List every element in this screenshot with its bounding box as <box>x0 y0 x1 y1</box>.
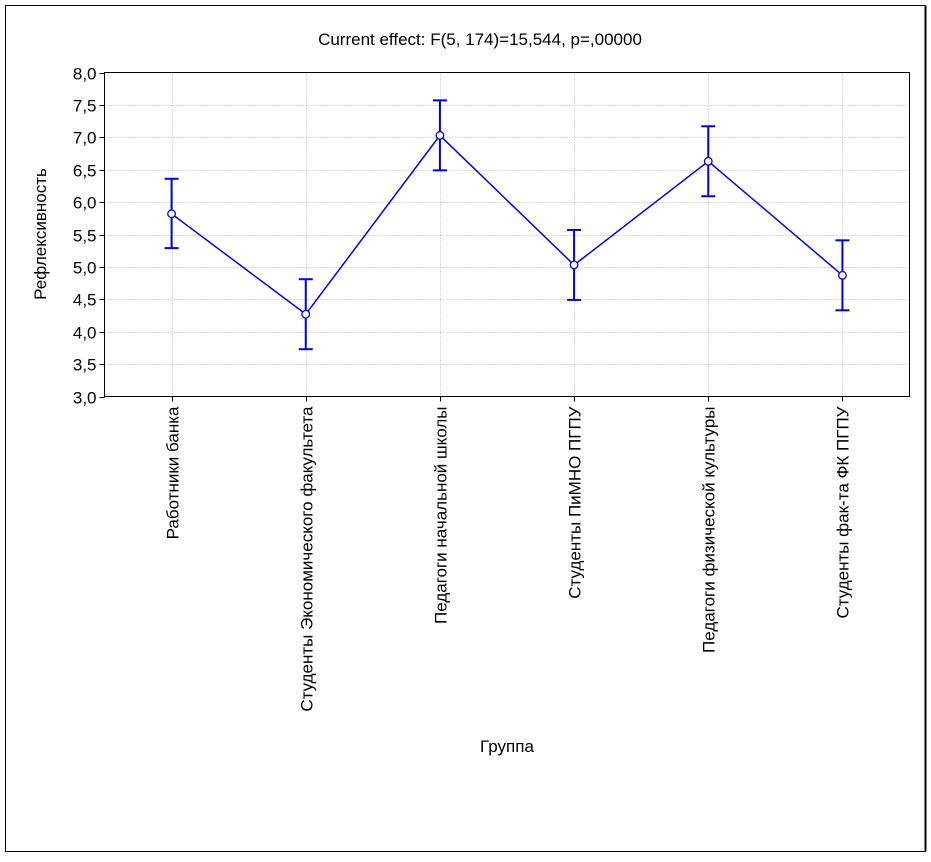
y-tick-label: 5,5 <box>73 227 97 246</box>
x-tick-label: Студенты ПиМНО ПГПУ <box>566 406 585 598</box>
x-tick-labels: Работники банка Студенты Экономического ф… <box>164 406 853 712</box>
x-tick-label: Студенты Экономического факультета <box>298 406 317 712</box>
x-tick-label: Педагоги физической культуры <box>700 407 719 653</box>
data-point <box>837 270 847 280</box>
y-tick-label: 3,0 <box>73 389 97 408</box>
chart-title: Current effect: F(5, 174)=15,544, p=,000… <box>318 30 642 49</box>
x-axis-label: Группа <box>480 737 534 756</box>
y-tick-label: 7,0 <box>73 129 97 148</box>
y-tick-label: 8,0 <box>73 65 97 84</box>
data-point <box>301 309 311 319</box>
plot-area <box>104 72 910 397</box>
y-tick-label: 6,0 <box>73 194 97 213</box>
series-line <box>171 134 843 316</box>
y-tick-label: 6,5 <box>73 162 97 181</box>
series-layer <box>164 99 850 351</box>
data-point <box>703 156 713 166</box>
y-axis-label: Рефлексивность <box>31 168 50 300</box>
x-tick-label: Педагоги начальной школы <box>432 407 451 624</box>
y-tick-label: 4,0 <box>73 324 97 343</box>
y-tick-label: 4,5 <box>73 291 97 310</box>
x-tick-label: Студенты фак-та ФК ПГПУ <box>834 406 853 618</box>
axis-layer: 3,0 3,5 4,0 4,5 5,0 5,5 6,0 6,5 7,0 7,5 8,0 <box>73 65 843 408</box>
outer-border <box>5 5 926 852</box>
y-tick-label: 5,0 <box>73 259 97 278</box>
data-point <box>569 260 579 270</box>
x-tick-label: Работники банка <box>164 406 183 539</box>
data-point <box>167 209 177 219</box>
y-tick-label: 3,5 <box>73 356 97 375</box>
data-point <box>435 130 445 140</box>
y-tick-label: 7,5 <box>73 97 97 116</box>
